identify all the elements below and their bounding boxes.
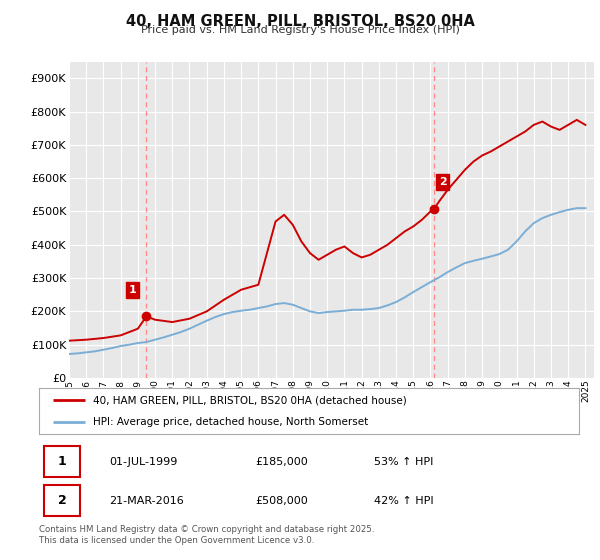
Text: 2: 2 <box>58 494 67 507</box>
Text: Price paid vs. HM Land Registry's House Price Index (HPI): Price paid vs. HM Land Registry's House … <box>140 25 460 35</box>
Text: Contains HM Land Registry data © Crown copyright and database right 2025.
This d: Contains HM Land Registry data © Crown c… <box>39 525 374 545</box>
Text: 21-MAR-2016: 21-MAR-2016 <box>109 496 184 506</box>
FancyBboxPatch shape <box>44 485 79 516</box>
Text: 40, HAM GREEN, PILL, BRISTOL, BS20 0HA (detached house): 40, HAM GREEN, PILL, BRISTOL, BS20 0HA (… <box>93 395 407 405</box>
Text: 42% ↑ HPI: 42% ↑ HPI <box>374 496 433 506</box>
Text: £508,000: £508,000 <box>255 496 308 506</box>
Text: 1: 1 <box>58 455 67 468</box>
Text: 40, HAM GREEN, PILL, BRISTOL, BS20 0HA: 40, HAM GREEN, PILL, BRISTOL, BS20 0HA <box>125 14 475 29</box>
Text: 01-JUL-1999: 01-JUL-1999 <box>109 456 178 466</box>
Text: 53% ↑ HPI: 53% ↑ HPI <box>374 456 433 466</box>
Text: HPI: Average price, detached house, North Somerset: HPI: Average price, detached house, Nort… <box>93 417 368 427</box>
Text: 2: 2 <box>439 177 446 187</box>
FancyBboxPatch shape <box>44 446 79 477</box>
Text: 1: 1 <box>129 284 137 295</box>
Text: £185,000: £185,000 <box>255 456 308 466</box>
